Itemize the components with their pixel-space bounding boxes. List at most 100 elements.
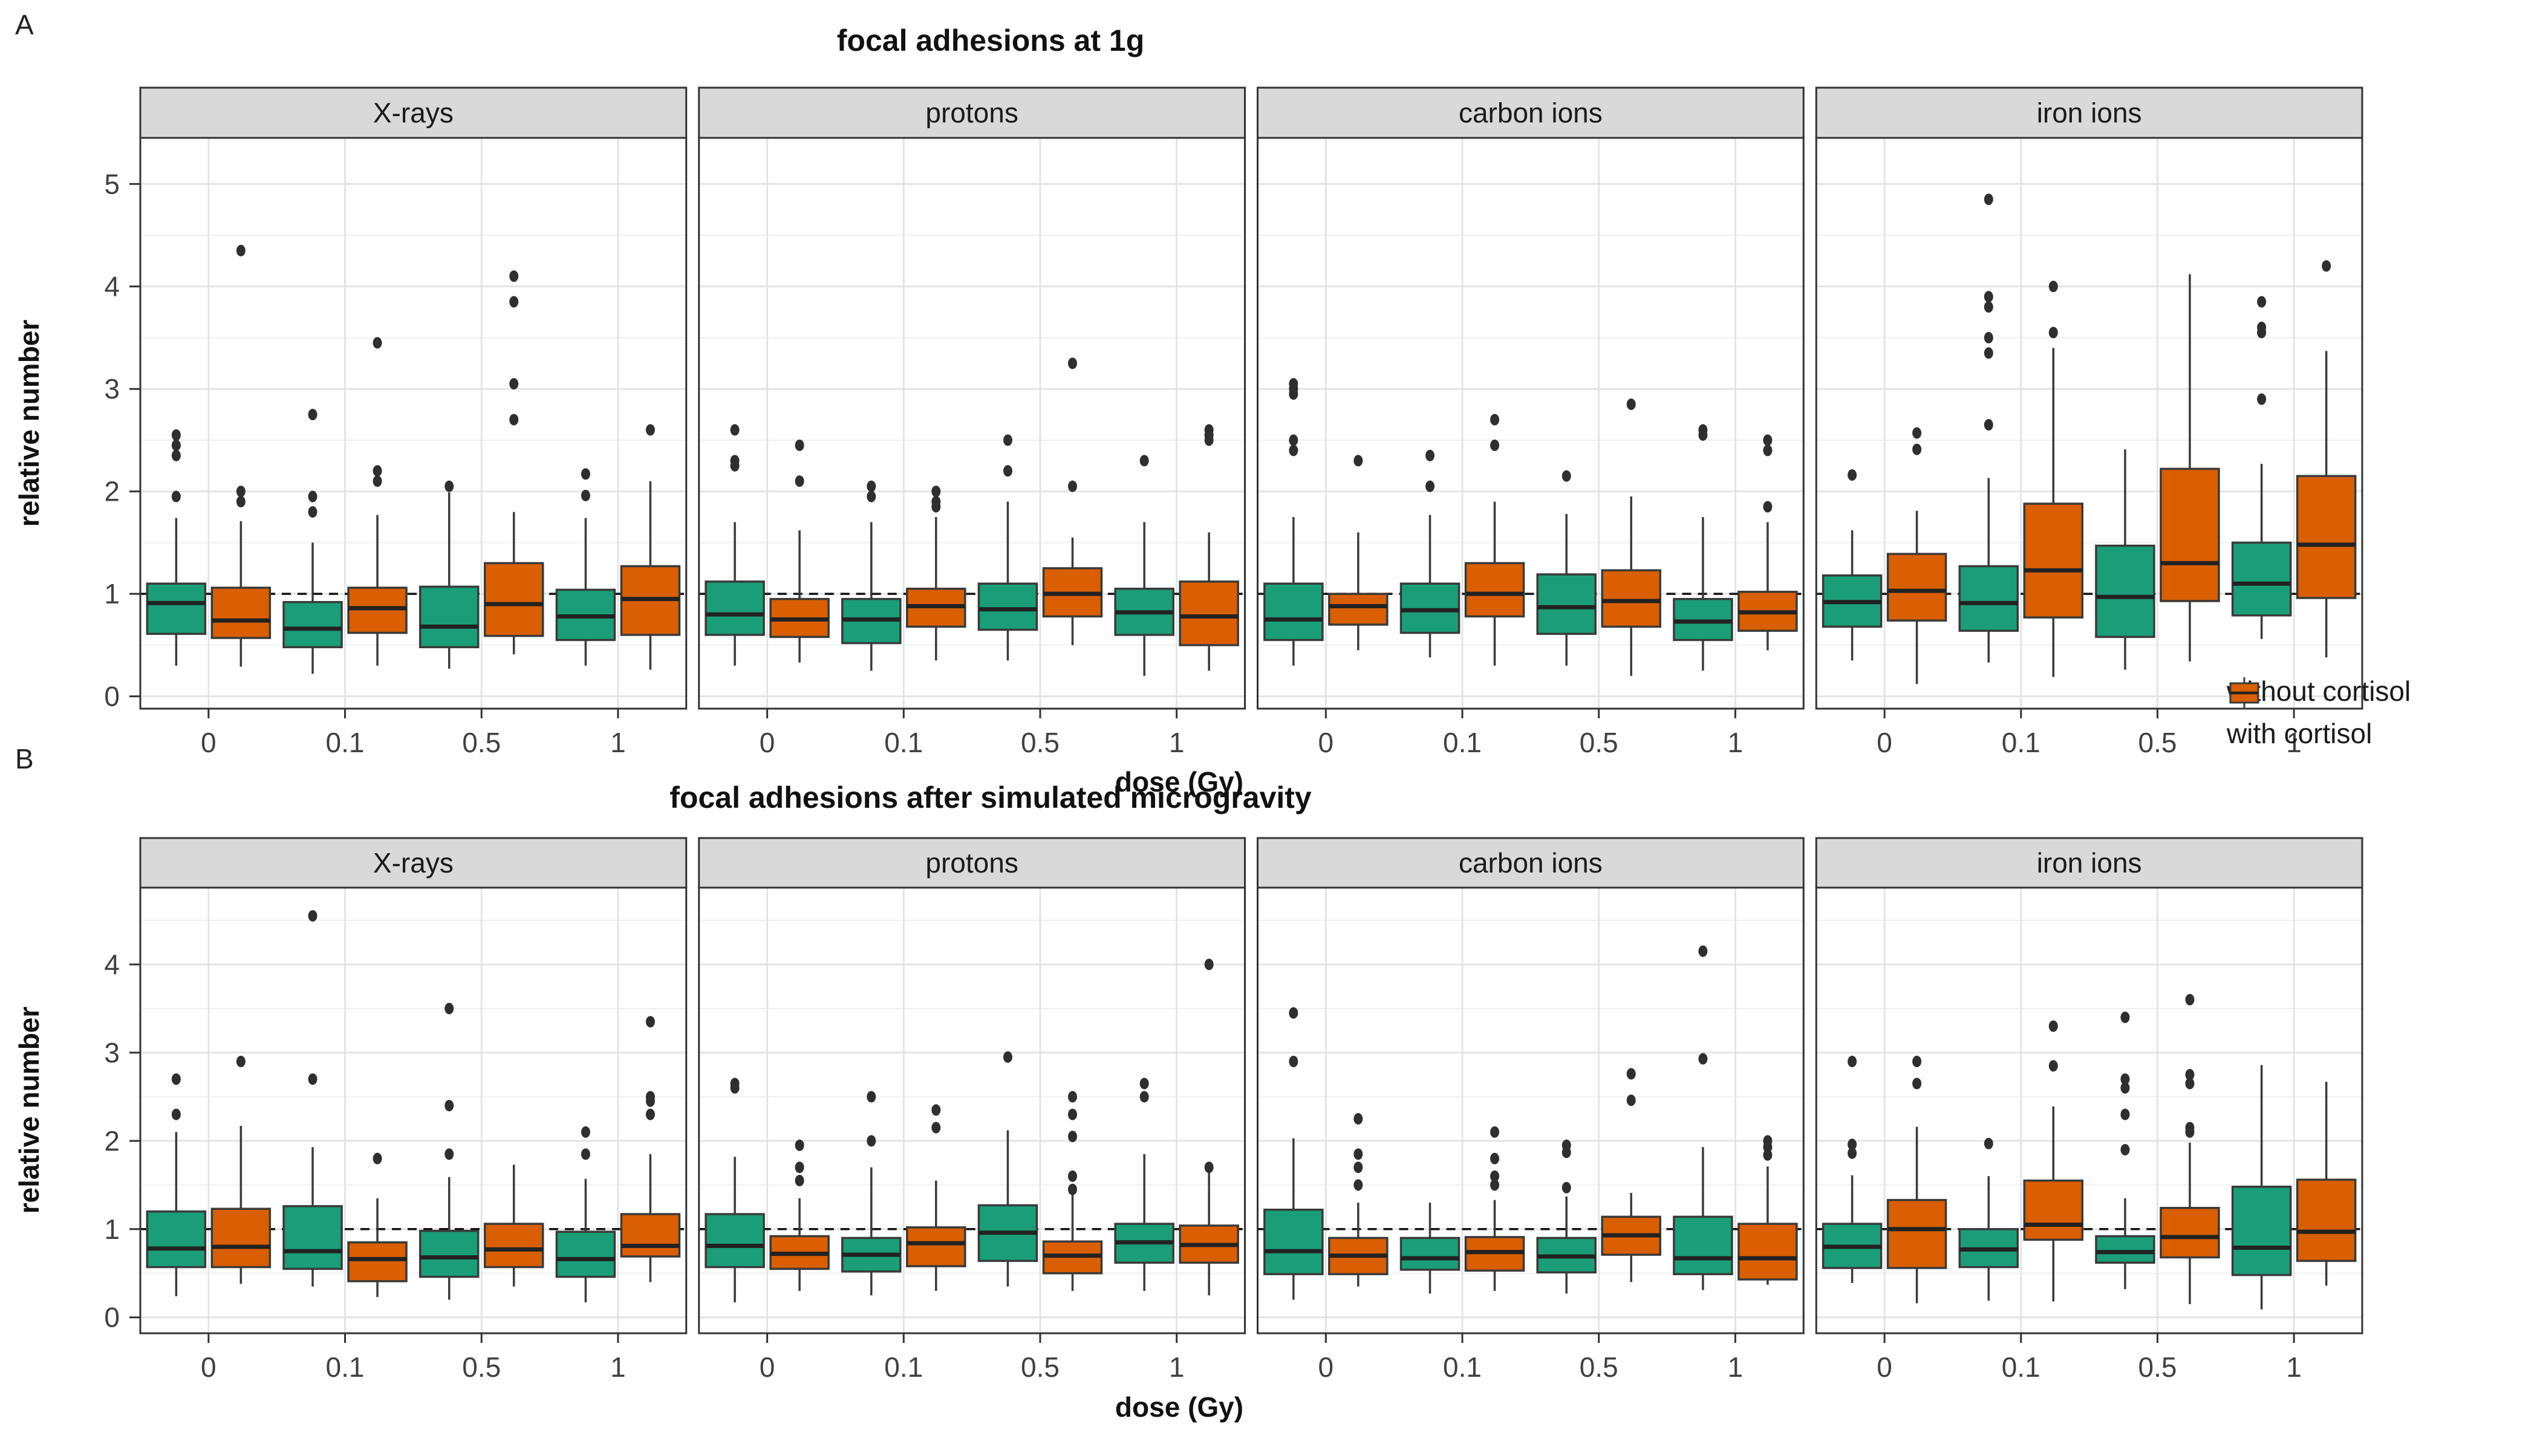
box-with-cortisol	[1601, 569, 1661, 628]
box-without-cortisol	[146, 1210, 207, 1269]
outlier-dot	[1353, 1162, 1363, 1174]
x-tick-label: 0.5	[2138, 1351, 2177, 1383]
box-without-cortisol	[418, 1229, 480, 1278]
outlier-dot	[581, 1148, 590, 1160]
outlier-dot	[1067, 1170, 1077, 1182]
box-without-cortisol	[705, 1213, 765, 1269]
box-with-cortisol	[2160, 467, 2220, 602]
outlier-dot	[1848, 1056, 1857, 1068]
outlier-dot	[931, 486, 941, 498]
outlier-dot	[1139, 1077, 1149, 1090]
outlier-dot	[2120, 1012, 2130, 1024]
outlier-dot	[236, 486, 246, 498]
x-tick-label: 0	[1877, 727, 1892, 758]
outlier-dot	[1490, 1152, 1500, 1165]
panel-a-title: focal adhesions at 1g	[836, 24, 1145, 57]
outlier-dot	[1984, 301, 1993, 313]
outlier-dot	[2185, 1077, 2195, 1090]
outlier-dot	[1353, 1148, 1363, 1160]
outlier-dot	[236, 1056, 246, 1068]
facet-strip-label: protons	[925, 97, 1018, 129]
box-without-cortisol	[2095, 1235, 2155, 1264]
outlier-dot	[2120, 1143, 2130, 1155]
outlier-dot	[1763, 444, 1773, 457]
outlier-dot	[1003, 465, 1012, 477]
outlier-dot	[2257, 327, 2267, 339]
outlier-dot	[1139, 455, 1149, 467]
y-tick-label: 3	[104, 1037, 120, 1068]
facet-strip	[1815, 837, 2363, 889]
facet-strip-label: iron ions	[2037, 97, 2142, 129]
x-tick-label: 0.5	[2138, 727, 2177, 758]
outlier-dot	[1490, 1126, 1500, 1138]
outlier-dot	[1204, 1162, 1214, 1174]
panel-a-ylabel: relative number	[13, 319, 45, 527]
y-tick-label: 1	[104, 578, 120, 609]
box-with-cortisol	[1886, 553, 1947, 622]
panel-b-ylabel: relative number	[13, 1006, 45, 1214]
x-tick-label: 1	[1728, 1351, 1744, 1383]
box-without-cortisol	[2231, 1185, 2292, 1276]
y-tick-label: 0	[104, 1302, 120, 1333]
x-tick-label: 0.5	[1580, 727, 1618, 758]
outlier-dot	[1561, 1146, 1571, 1159]
outlier-dot	[509, 296, 519, 308]
facet-strip	[1815, 86, 2363, 139]
outlier-dot	[1490, 439, 1500, 451]
outlier-dot	[1289, 1007, 1298, 1019]
box-without-cortisol	[282, 600, 343, 649]
outlier-dot	[1139, 1091, 1149, 1103]
outlier-dot	[1626, 1068, 1636, 1080]
x-tick-label: 0.1	[2002, 1351, 2040, 1383]
outlier-dot	[373, 337, 382, 349]
outlier-dot	[1289, 444, 1298, 457]
outlier-dot	[171, 490, 181, 502]
outlier-dot	[795, 439, 804, 451]
y-tick-label: 4	[104, 949, 120, 980]
outlier-dot	[171, 1108, 181, 1120]
outlier-dot	[2048, 1020, 2058, 1032]
outlier-dot	[1848, 1139, 1857, 1151]
legend-key-with-cortisol-icon	[2229, 677, 2259, 709]
legend-label: with cortisol	[2227, 718, 2372, 749]
outlier-dot	[931, 501, 941, 513]
outlier-dot	[308, 910, 318, 922]
outlier-dot	[2322, 260, 2331, 272]
outlier-dot	[1698, 1053, 1708, 1065]
outlier-dot	[1067, 1108, 1077, 1120]
outlier-dot	[795, 1175, 804, 1187]
outlier-dot	[308, 409, 318, 421]
y-tick-label: 2	[104, 1125, 120, 1157]
box-without-cortisol	[1958, 565, 2019, 632]
outlier-dot	[1289, 1056, 1298, 1068]
panel-a-tag: A	[15, 9, 34, 41]
outlier-dot	[581, 489, 590, 501]
box-with-cortisol	[483, 1223, 544, 1269]
x-tick-label: 0.1	[1443, 727, 1482, 758]
outlier-dot	[2048, 281, 2058, 293]
x-tick-label: 1	[2286, 727, 2302, 758]
x-tick-label: 1	[1728, 727, 1744, 758]
box-without-cortisol	[146, 582, 207, 635]
box-without-cortisol	[1263, 1208, 1324, 1275]
outlier-dot	[795, 475, 804, 487]
outlier-dot	[2120, 1082, 2130, 1094]
box-with-cortisol	[483, 562, 544, 637]
outlier-dot	[867, 480, 876, 492]
box-without-cortisol	[1399, 1237, 1460, 1271]
outlier-dot	[1626, 1094, 1636, 1107]
x-tick-label: 0	[201, 727, 217, 758]
outlier-dot	[236, 244, 246, 256]
outlier-dot	[444, 1003, 454, 1015]
facet-strip-label: carbon ions	[1459, 97, 1603, 129]
y-tick-label: 3	[104, 373, 120, 405]
box-with-cortisol	[2160, 1207, 2220, 1259]
box-with-cortisol	[1179, 580, 1239, 646]
x-tick-label: 0.1	[326, 1351, 365, 1383]
outlier-dot	[373, 1152, 382, 1165]
outlier-dot	[645, 1095, 655, 1107]
outlier-dot	[509, 378, 519, 390]
y-tick-label: 4	[104, 271, 120, 302]
panel-b-tag: B	[15, 743, 34, 775]
outlier-dot	[867, 490, 876, 502]
